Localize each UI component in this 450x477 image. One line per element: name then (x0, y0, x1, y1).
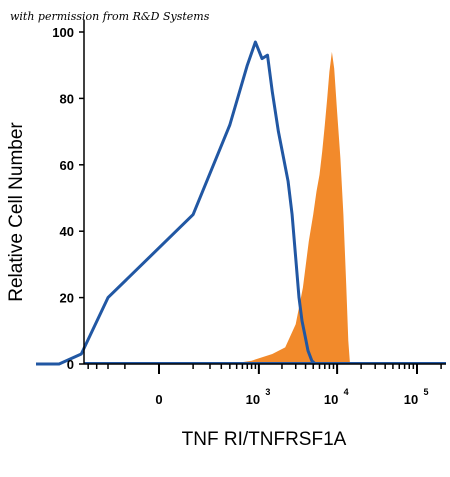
y-tick-label: 100 (52, 25, 74, 40)
permission-note: with permission from R&D Systems (10, 10, 210, 23)
y-tick-label: 40 (60, 224, 74, 239)
series-outline-histogram (36, 40, 317, 366)
x-tick-label: 10 (324, 392, 338, 407)
y-tick-label: 80 (60, 91, 74, 106)
x-tick-exponent: 5 (423, 387, 428, 397)
x-tick-label: 10 (404, 392, 418, 407)
y-ticks: 0 20 40 60 80 100 (52, 25, 84, 372)
x-ticks: 0 10 3 10 4 10 5 (87, 364, 442, 407)
plot-area (36, 40, 446, 366)
series-filled-histogram (199, 51, 350, 365)
x-tick-label: 10 (246, 392, 260, 407)
x-axis-label: TNF RI/TNFRSF1A (182, 429, 347, 450)
y-axis-label: Relative Cell Number (6, 122, 27, 302)
axes (83, 20, 446, 365)
y-tick-label: 0 (67, 357, 74, 372)
y-tick-label: 60 (60, 158, 74, 173)
x-tick-exponent: 4 (344, 387, 349, 397)
y-tick-label: 20 (60, 291, 74, 306)
x-tick-exponent: 3 (265, 387, 270, 397)
x-tick-label: 0 (155, 392, 162, 407)
